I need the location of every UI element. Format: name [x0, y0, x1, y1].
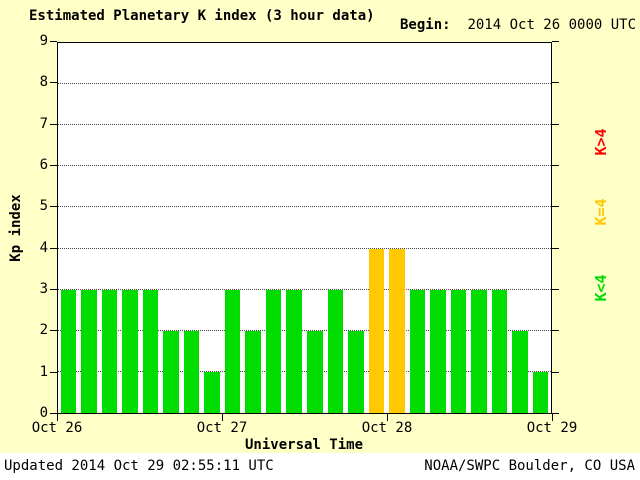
y-tick-label: 6 [39, 157, 48, 173]
gridline [58, 329, 551, 331]
kp-bar [389, 248, 405, 413]
y-tick-mark [552, 206, 559, 208]
x-tick-mark [56, 414, 58, 421]
y-tick-label: 9 [39, 33, 48, 49]
x-tick-mark [551, 414, 553, 421]
x-tick-mark [386, 414, 388, 421]
x-tick-label: Oct 28 [361, 420, 413, 436]
gridline [58, 247, 551, 249]
gridline [58, 370, 551, 372]
chart-title: Estimated Planetary K index (3 hour data… [29, 8, 375, 24]
y-tick-mark [552, 41, 559, 42]
kp-bar [163, 330, 179, 413]
kp-bar [101, 289, 118, 413]
kp-bar [122, 289, 138, 413]
kp-bar [409, 289, 426, 413]
y-tick-mark [50, 82, 57, 84]
y-tick-mark [50, 41, 57, 42]
y-tick-label: 8 [39, 74, 48, 91]
legend-k-lt-4: K<4 [592, 274, 610, 302]
y-tick-label: 3 [39, 281, 48, 297]
y-tick-mark [50, 206, 57, 208]
legend-k-eq-4: K=4 [592, 198, 610, 226]
gridline [58, 165, 551, 167]
y-tick-label: 7 [39, 115, 48, 132]
y-tick-mark [552, 247, 559, 249]
x-tick-label: Oct 26 [31, 420, 83, 436]
y-tick-mark [50, 289, 57, 290]
y-tick-mark [50, 123, 57, 125]
kp-bar [471, 289, 487, 413]
y-tick-label: 0 [39, 405, 48, 421]
source-attribution: NOAA/SWPC Boulder, CO USA [424, 458, 635, 474]
kp-bar [81, 289, 97, 413]
y-tick-mark [50, 371, 57, 373]
kp-bar [60, 289, 77, 413]
begin-label: Begin: [400, 17, 451, 33]
y-tick-label: 1 [39, 363, 48, 380]
kp-bar [224, 289, 241, 413]
kp-bar [348, 330, 364, 413]
updated-timestamp: Updated 2014 Oct 29 02:55:11 UTC [4, 458, 274, 474]
plot-area [57, 42, 552, 414]
y-tick-label: 2 [39, 322, 48, 339]
gridline [58, 83, 551, 85]
begin-spacer [451, 17, 468, 33]
y-tick-label: 5 [39, 198, 48, 215]
kp-bar [532, 371, 549, 413]
kp-bar [430, 289, 446, 413]
x-tick-label: Oct 29 [526, 420, 578, 436]
begin-time: Begin: 2014 Oct 26 0000 UTC [400, 17, 636, 33]
kp-bar [183, 330, 200, 413]
kp-bar [368, 248, 385, 413]
y-tick-mark [552, 165, 559, 166]
gridline [58, 124, 551, 126]
gridline [58, 206, 551, 208]
y-axis-label: Kp index [8, 194, 24, 262]
y-tick-mark [50, 165, 57, 166]
kp-bar [265, 289, 282, 413]
legend-k-gt-4: K>4 [592, 128, 610, 156]
y-tick-label: 4 [39, 239, 48, 256]
gridline [58, 288, 551, 290]
y-tick-mark [50, 413, 57, 414]
kp-bar [204, 371, 220, 413]
y-tick-mark [552, 413, 559, 414]
kp-bar [307, 330, 323, 413]
x-axis-label: Universal Time [244, 437, 364, 453]
y-tick-mark [50, 330, 57, 332]
kp-bar [491, 289, 508, 413]
y-tick-mark [552, 289, 559, 290]
footer-strip [0, 453, 640, 480]
kp-bar [245, 330, 261, 413]
kp-bar [286, 289, 302, 413]
y-tick-mark [552, 123, 559, 125]
y-tick-mark [552, 371, 559, 373]
y-tick-mark [552, 330, 559, 332]
kp-bar [512, 330, 528, 413]
x-tick-label: Oct 27 [196, 420, 248, 436]
kp-bar [327, 289, 344, 413]
kp-bar [142, 289, 159, 413]
y-tick-mark [552, 82, 559, 84]
kp-bar [450, 289, 467, 413]
x-tick-mark [221, 414, 223, 421]
y-tick-mark [50, 247, 57, 249]
begin-value: 2014 Oct 26 0000 UTC [467, 17, 637, 33]
